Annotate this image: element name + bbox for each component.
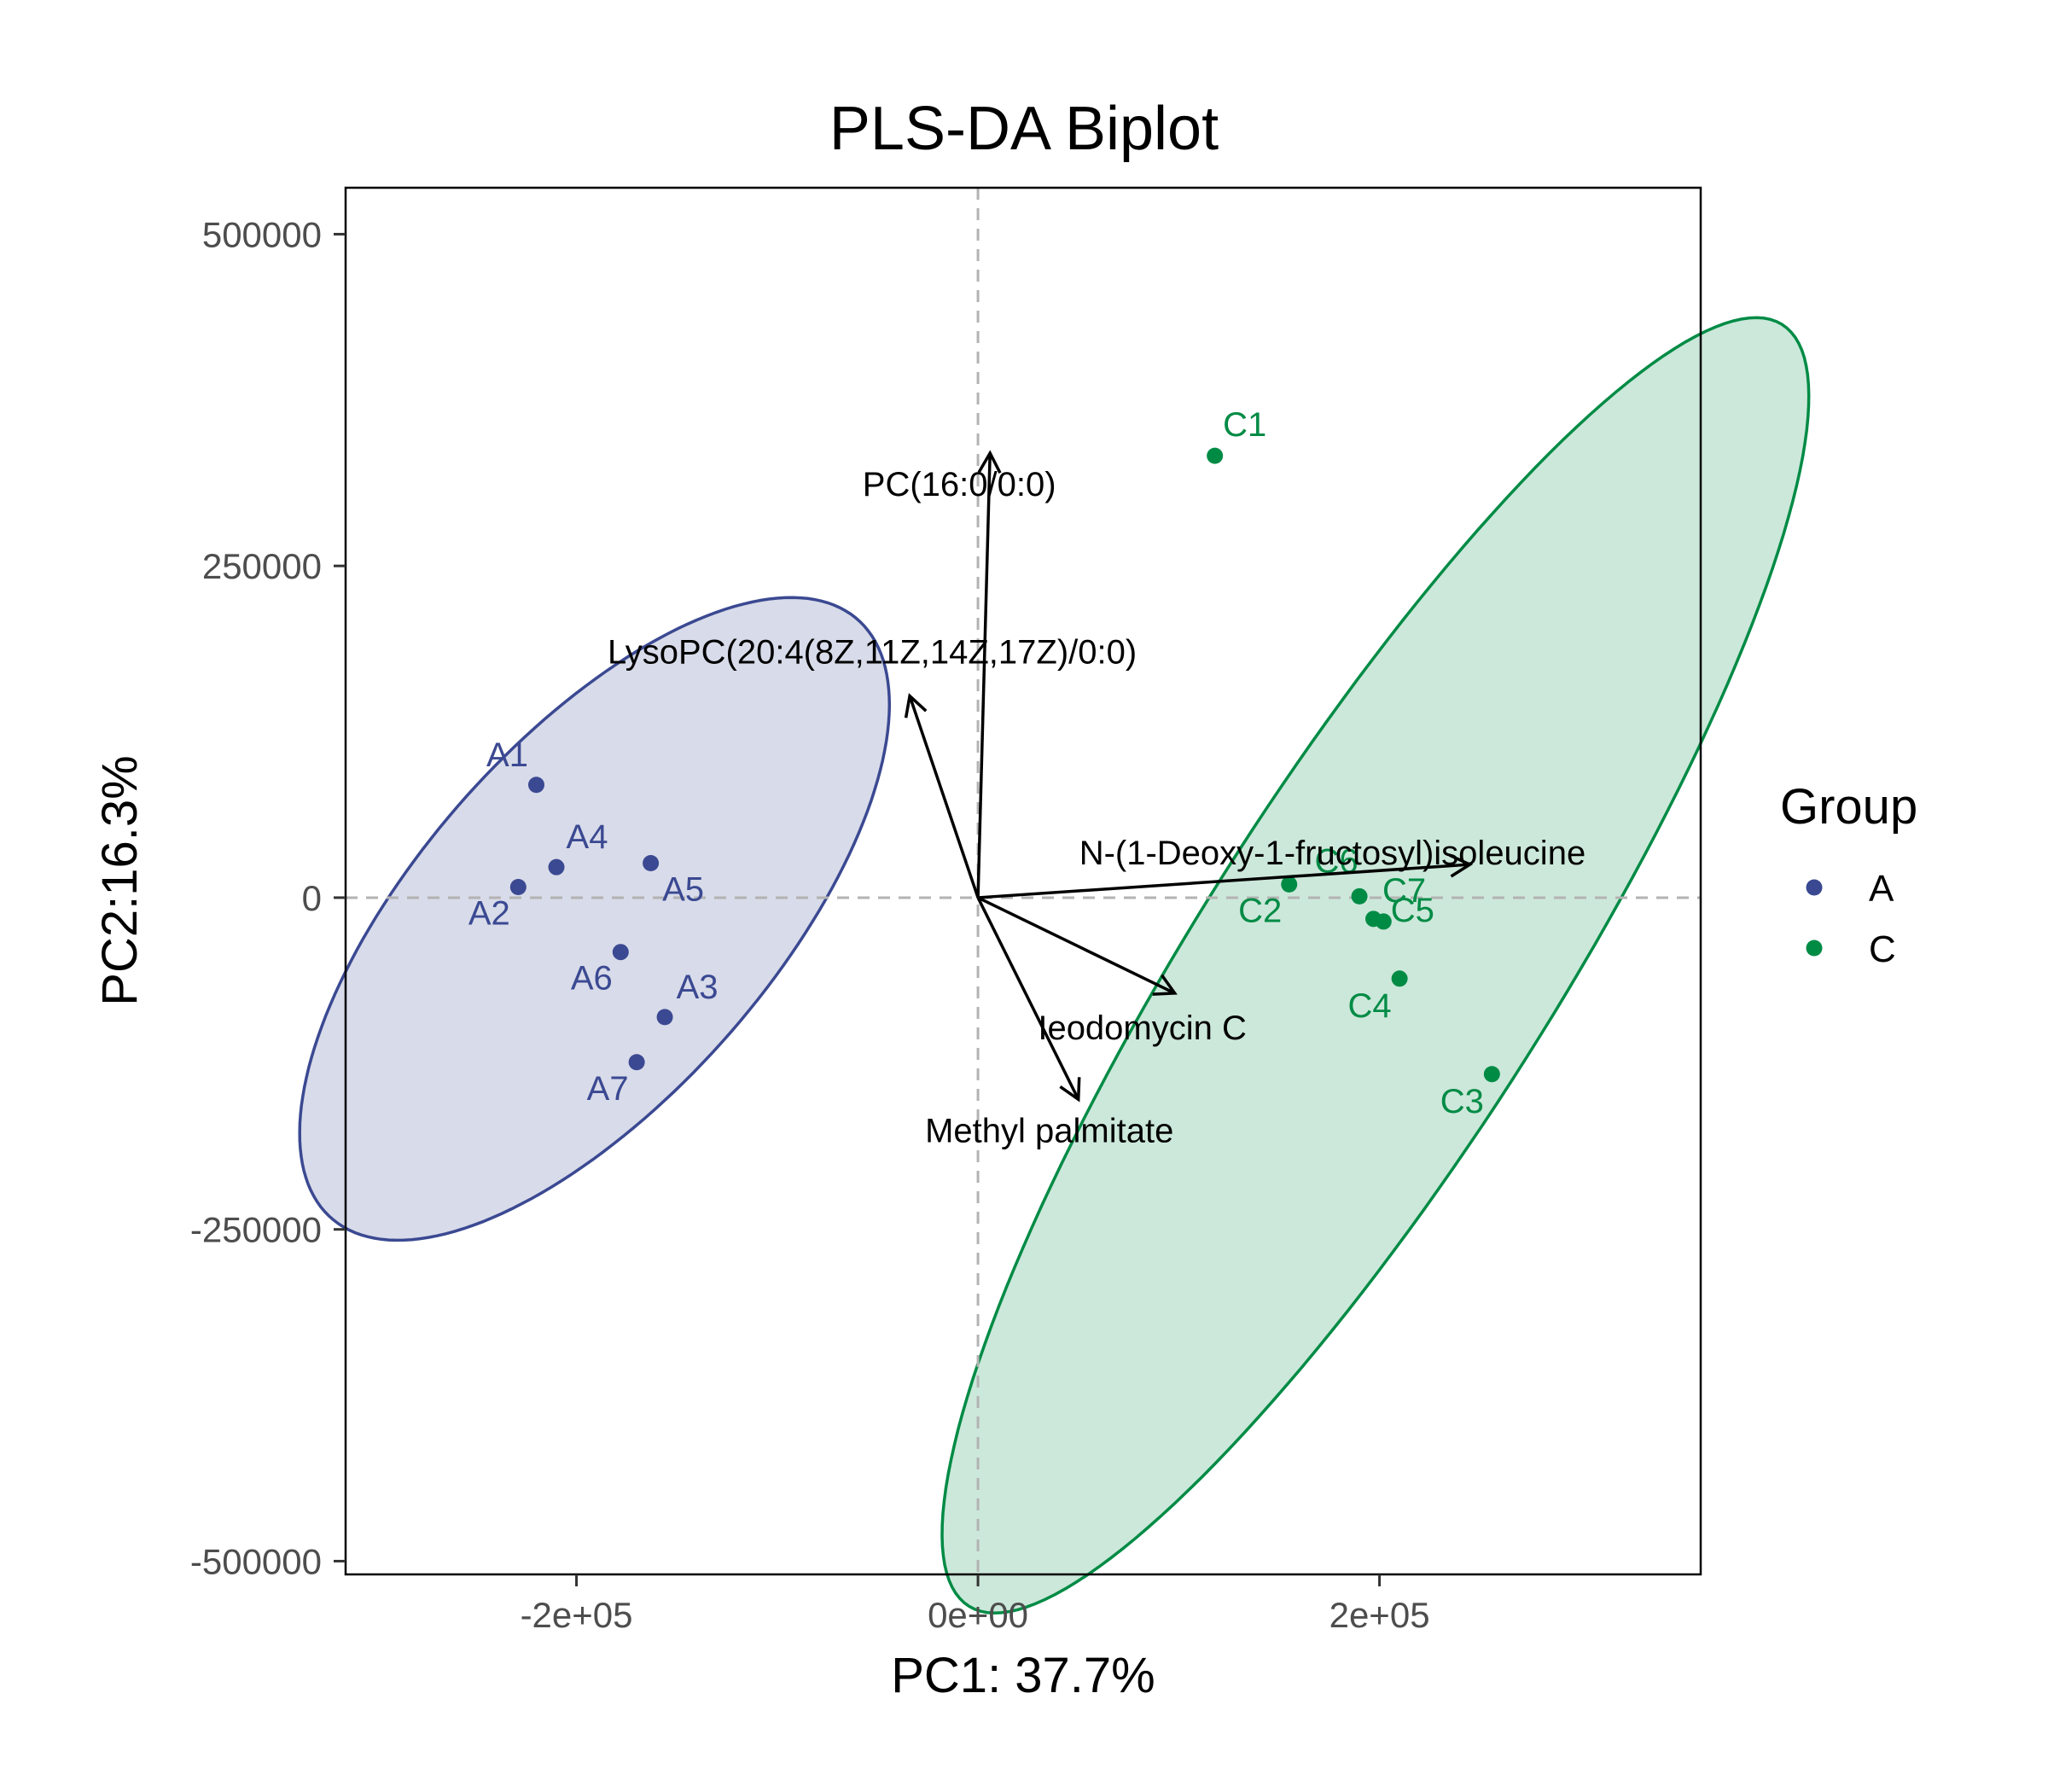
loading-arrow-shaft-2 <box>977 863 1470 899</box>
point-A4 <box>548 858 565 876</box>
point-label-A5: A5 <box>662 871 704 909</box>
point-label-C4: C4 <box>1348 987 1392 1025</box>
point-C7 <box>1365 911 1382 928</box>
point-C4 <box>1391 970 1408 987</box>
point-label-C5: C5 <box>1391 892 1434 929</box>
y-tick-label-3: 250000 <box>202 546 322 586</box>
point-C3 <box>1483 1066 1500 1083</box>
legend-key-A <box>1806 879 1823 896</box>
y-tick-label-0: -500000 <box>190 1541 322 1581</box>
point-C1 <box>1207 447 1224 464</box>
point-label-A1: A1 <box>486 736 528 774</box>
point-label-C7: C7 <box>1382 872 1426 910</box>
y-axis-title: PC2:16.3% <box>92 755 148 1005</box>
loading-arrow-shaft-0 <box>976 452 992 898</box>
loading-label-4: Methyl palmitate <box>925 1112 1173 1149</box>
point-A5 <box>643 855 660 872</box>
point-label-A4: A4 <box>567 818 608 856</box>
loading-arrow-shaft-4 <box>976 897 1080 1101</box>
point-C6 <box>1351 887 1368 905</box>
point-A1 <box>527 777 544 794</box>
x-tick-label-0: -2e+05 <box>521 1595 633 1635</box>
x-axis-title: PC1: 37.7% <box>891 1648 1155 1703</box>
y-tick-label-1: -250000 <box>190 1210 322 1250</box>
x-tick-label-1: 0e+00 <box>928 1595 1028 1635</box>
point-A6 <box>612 944 629 961</box>
loading-arrow-head-3 <box>1152 974 1178 996</box>
legend-title: Group <box>1780 779 1917 835</box>
point-C2 <box>1281 876 1298 893</box>
point-A3 <box>656 1009 673 1026</box>
loading-arrows: PC(16:0/0:0) LysoPC(20:4(8Z,11Z,14Z,17Z)/… <box>608 450 1586 1149</box>
loading-arrow-head-2 <box>1449 853 1474 878</box>
loading-arrow-head-4 <box>1059 1077 1081 1103</box>
loading-label-1: LysoPC(20:4(8Z,11Z,14Z,17Z)/0:0) <box>608 634 1137 672</box>
plot-panel-border <box>344 186 1702 1576</box>
ellipse-C <box>940 316 1811 1615</box>
loading-arrow-shaft-3 <box>977 896 1176 995</box>
point-label-A6: A6 <box>571 960 613 998</box>
loading-arrow-head-1 <box>904 693 928 719</box>
point-label-C3: C3 <box>1440 1083 1484 1120</box>
y-tick-label-4: 500000 <box>202 214 322 254</box>
point-A7 <box>628 1054 645 1071</box>
reference-lines <box>346 188 1701 1574</box>
legend-label-C: C <box>1869 928 1896 970</box>
point-label-A2: A2 <box>468 894 510 932</box>
loading-arrow-head-0 <box>977 450 1002 474</box>
loading-label-2: N-(1-Deoxy-1-fructosyl)isoleucine <box>1079 835 1586 872</box>
loading-label-0: PC(16:0/0:0) <box>863 466 1056 503</box>
y-tick-label-2: 0 <box>302 878 322 918</box>
legend: Group AC <box>1780 779 1917 970</box>
confidence-ellipses <box>298 316 1811 1615</box>
point-label-A7: A7 <box>587 1070 629 1108</box>
ellipse-A <box>298 596 892 1242</box>
point-A2 <box>509 878 527 895</box>
axes: -2e+05 0e+00 2e+05 -500000 -250000 0 250000 500… <box>190 214 1430 1635</box>
loading-label-3: Ieodomycin C <box>1038 1009 1247 1047</box>
chart-title: PLS-DA Biplot <box>829 95 1219 163</box>
loading-arrow-shaft-1 <box>908 695 980 899</box>
point-label-A3: A3 <box>677 969 719 1006</box>
legend-key-C <box>1806 940 1823 957</box>
point-label-C2: C2 <box>1238 892 1282 929</box>
legend-label-A: A <box>1869 868 1894 910</box>
x-tick-label-2: 2e+05 <box>1329 1595 1430 1635</box>
point-label-C1: C1 <box>1223 406 1266 444</box>
